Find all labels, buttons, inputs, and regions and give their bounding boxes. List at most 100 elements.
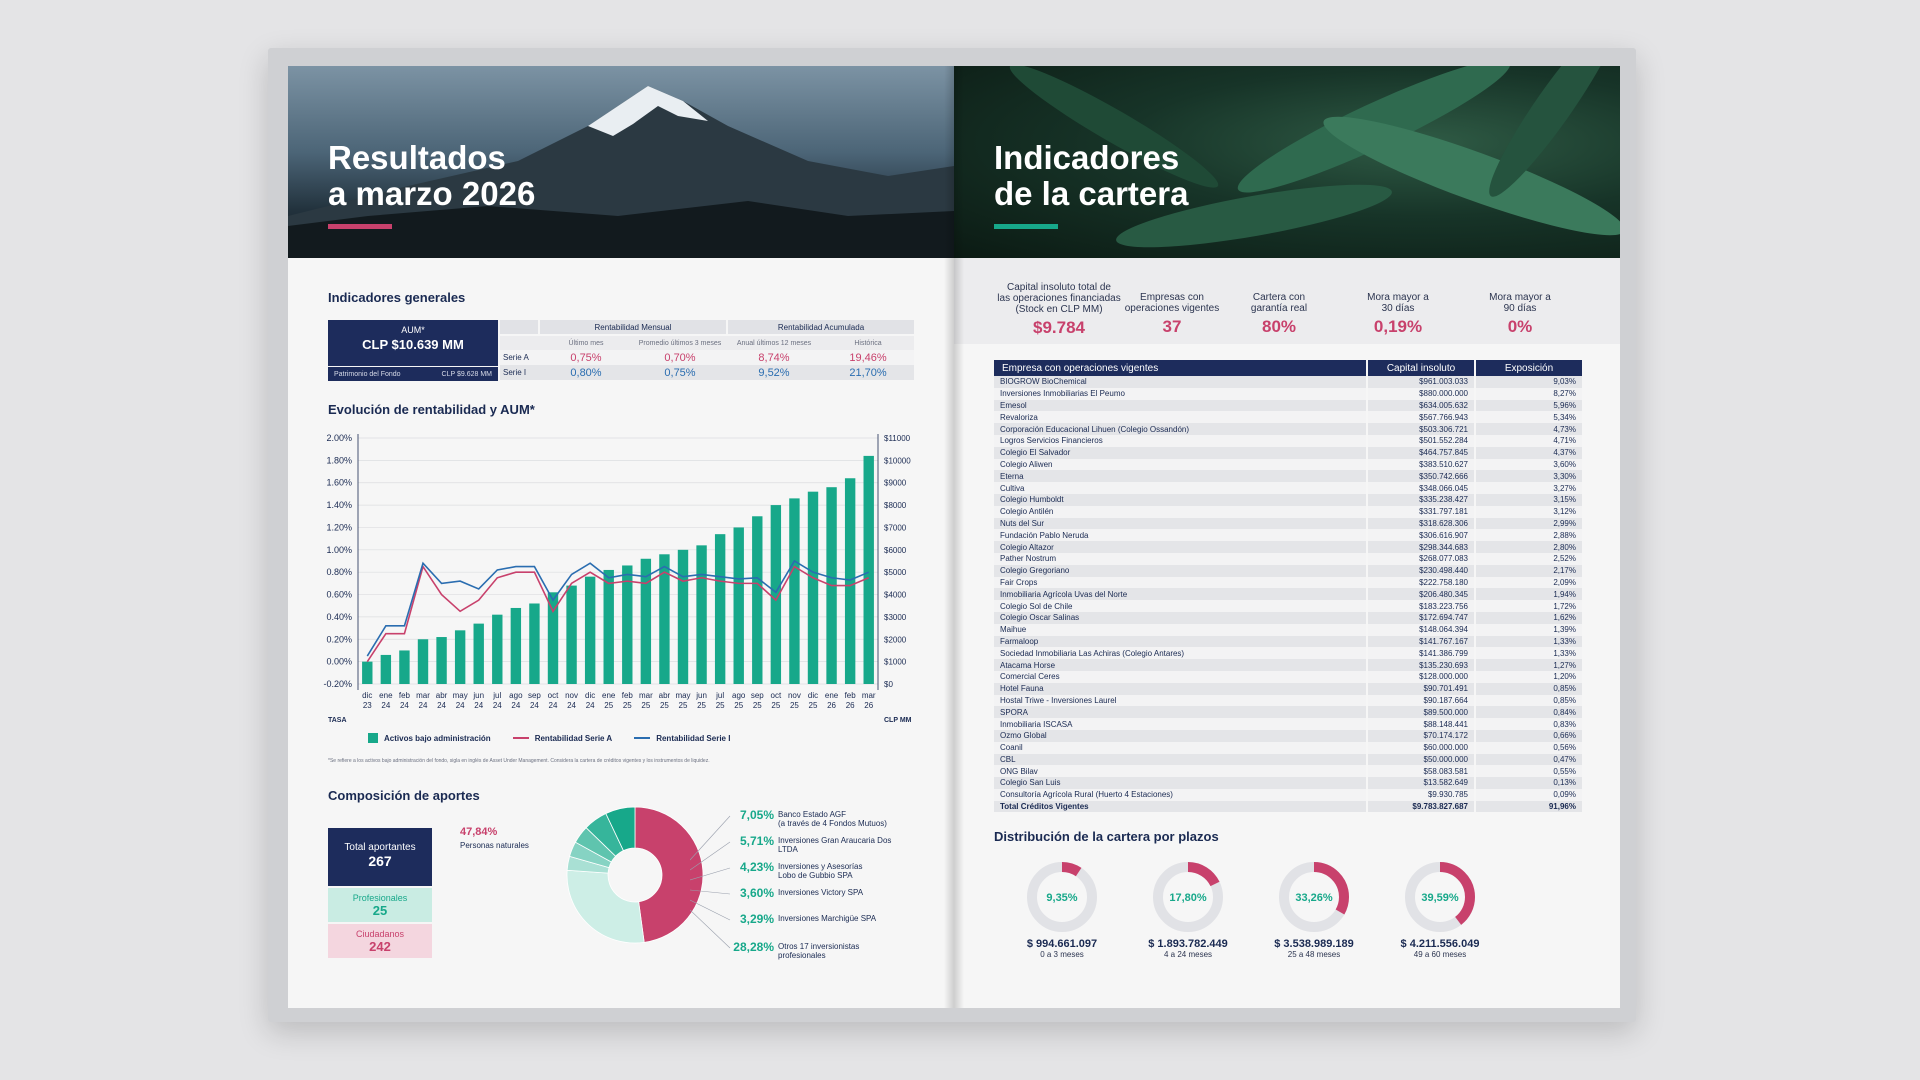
empresa-cell: BIOGROW BioChemical [994, 376, 1366, 388]
capital-cell: $141.386.799 [1368, 647, 1474, 660]
book-gutter [944, 66, 964, 1008]
plazo-label: $ 3.538.989.189 25 a 48 meses [1254, 938, 1374, 959]
aum-bar [492, 614, 503, 684]
aum-bar [844, 478, 856, 684]
section-title-indicadores: Indicadores generales [328, 290, 466, 305]
capital-cell: $148.064.394 [1368, 623, 1474, 636]
exposicion-cell: 1,94% [1476, 588, 1582, 601]
capital-cell: $90.187.664 [1368, 694, 1474, 707]
aum-box: AUM* CLP $10.639 MM [328, 320, 498, 366]
plazo-amount: $ 4.211.556.049 [1400, 938, 1480, 950]
empresa-cell: Eterna [994, 470, 1366, 483]
aum-bar [603, 569, 614, 684]
aum-bar [752, 516, 763, 684]
y-left-tick-label: 0.40% [326, 612, 352, 622]
capital-cell: $88.148.441 [1368, 718, 1474, 730]
plazo-range: 0 a 3 meses [1040, 950, 1084, 959]
aum-bar [362, 661, 373, 684]
exposicion-cell: 0,66% [1476, 729, 1582, 742]
stat-item: Mora mayor a 30 días 0,19% [1343, 292, 1453, 337]
stat-item: Mora mayor a 90 días 0% [1465, 292, 1575, 337]
x-tick-label: nov [565, 691, 578, 700]
y-right-unit: CLP MM [884, 717, 912, 724]
empresa-cell: Revalorizа [994, 411, 1366, 424]
empresa-cell: ONG Bilav [994, 765, 1366, 778]
patrimonio-value: CLP $9.628 MM [441, 370, 492, 378]
capital-cell: $501.552.284 [1368, 434, 1474, 447]
plazo-donut: 33,26% [1279, 862, 1349, 932]
exposicion-cell: 2,52% [1476, 552, 1582, 565]
cell: 21,70% [849, 366, 887, 379]
table-row: Comercial Ceres $128.000.000 1,20% [994, 670, 1582, 683]
capital-cell: $383.510.627 [1368, 458, 1474, 471]
section-title-composicion: Composición de aportes [328, 788, 480, 803]
serie-label: Serie I [503, 368, 527, 377]
total-aportantes-value: 267 [368, 853, 392, 869]
y-left-tick-label: 0.20% [326, 634, 352, 644]
x-tick-label: dic [808, 691, 818, 700]
x-tick-label: 25 [604, 701, 613, 710]
leaves-hero-image [954, 66, 1620, 258]
y-right-tick-label: $10000 [884, 456, 911, 465]
exposicion-cell: 2,80% [1476, 541, 1582, 553]
aum-bar [417, 639, 429, 684]
table-row: Colegio Aliwen $383.510.627 3,60% [994, 458, 1582, 471]
aum-bar [566, 585, 577, 684]
ciudadanos-box: Ciudadanos 242 [328, 924, 432, 958]
empresa-cell: Farmaloop [994, 635, 1366, 648]
stat-label: Mora mayor a 30 días [1367, 292, 1429, 314]
table-row: Colegio Altazor $298.344.683 2,80% [994, 541, 1582, 553]
plazo-range: 4 a 24 meses [1163, 950, 1213, 959]
plazo-donut: 39,59% [1405, 862, 1475, 932]
exposicion-cell: 2,99% [1476, 517, 1582, 530]
plazo-label: $ 994.661.097 0 a 3 meses [1002, 938, 1122, 959]
table-row: BIOGROW BioChemical $961.003.033 9,03% [994, 376, 1582, 388]
exposicion-cell: 4,71% [1476, 434, 1582, 447]
donut-slice [605, 806, 636, 852]
aportes-leader-lines [690, 815, 731, 949]
empresa-cell: Colegio Humboldt [994, 493, 1366, 506]
capital-cell: $70.174.172 [1368, 729, 1474, 742]
sub-header: Anual últimos 12 meses [736, 339, 812, 347]
ciudadanos-value: 242 [369, 939, 391, 954]
table-row: Fundación Pablo Neruda $306.616.907 2,88% [994, 529, 1582, 542]
table-row: Logros Servicios Financieros $501.552.284… [994, 434, 1582, 447]
exposicion-cell: 1,72% [1476, 600, 1582, 612]
leader-line [690, 841, 731, 871]
exposicion-cell: 8,27% [1476, 387, 1582, 400]
y-right-tick-label: $0 [884, 680, 893, 689]
table-row: Atacama Horse $135.230.693 1,27% [994, 659, 1582, 671]
x-tick-label: 25 [753, 701, 762, 710]
table-row: Fair Crops $222.758.180 2,09% [994, 576, 1582, 589]
capital-cell: $13.582.649 [1368, 777, 1474, 789]
empresa-cell: Colegio Altazor [994, 541, 1366, 553]
donut-arc [1027, 862, 1097, 932]
capital-cell: $183.223.756 [1368, 600, 1474, 612]
plazo-amount: $ 3.538.989.189 [1274, 938, 1354, 950]
x-tick-label: 25 [697, 701, 706, 710]
profesionales-box: Profesionales 25 [328, 888, 432, 922]
donut-arc [1405, 862, 1475, 932]
empresa-cell: Consultoría Agrícola Rural (Huerto 4 Est… [994, 788, 1366, 801]
exposicion-cell: 4,73% [1476, 423, 1582, 435]
capital-cell: $464.757.845 [1368, 446, 1474, 459]
plazo-range: 49 a 60 meses [1413, 950, 1467, 959]
exposicion-cell: 3,15% [1476, 493, 1582, 506]
x-tick-label: mar [639, 691, 653, 700]
rent-mensual-header: Rentabilidad Mensual [540, 320, 726, 334]
table-row: Inmobiliaria Agrícola Uvas del Norte $206… [994, 588, 1582, 601]
x-tick-label: 24 [419, 701, 428, 710]
x-tick-label: 25 [809, 701, 818, 710]
plazo-range: 25 a 48 meses [1287, 950, 1341, 959]
table-row: Nuts del Sur $318.628.306 2,99% [994, 517, 1582, 530]
exposicion-cell: 2,17% [1476, 564, 1582, 577]
cell: 0,70% [664, 351, 696, 364]
empresa-cell: Comercial Ceres [994, 670, 1366, 683]
table-row: Farmaloop $141.767.167 1,33% [994, 635, 1582, 648]
capital-cell: $335.238.427 [1368, 493, 1474, 506]
x-tick-label: 24 [530, 701, 539, 710]
aporte-item: 4,23% Inversiones y Asesorías Lobo de Gub… [730, 860, 920, 880]
stat-value: 80% [1261, 317, 1297, 336]
chart-legend: Activos bajo administración Rentabilidad… [368, 733, 730, 743]
patrimonio-bar: Patrimonio del Fondo CLP $9.628 MM [328, 367, 498, 381]
